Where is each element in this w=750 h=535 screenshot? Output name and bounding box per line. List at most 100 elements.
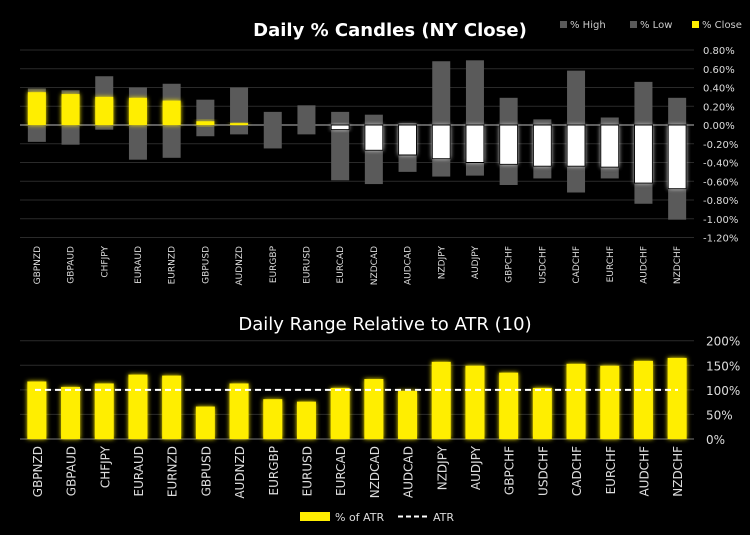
x-tick-label: GBPCHF [505, 246, 515, 283]
y-tick-label: -0.60% [703, 177, 738, 188]
y-tick-label: -0.20% [703, 140, 738, 151]
x-tick-label: EURNZD [168, 246, 178, 284]
range-bar [432, 61, 451, 177]
atr-bar [229, 383, 249, 439]
legend-swatch [560, 21, 567, 28]
y-tick-label: -1.20% [703, 234, 738, 245]
x-tick-label: AUDCHF [637, 446, 651, 497]
y-tick-label: -1.00% [703, 215, 738, 226]
x-tick-label: GBPAUD [65, 446, 79, 496]
legend-swatch [630, 21, 637, 28]
top-chart-title: Daily % Candles (NY Close) [253, 20, 527, 41]
atr-bar [296, 401, 316, 439]
atr-bar [465, 365, 485, 439]
x-tick-label: AUDNZD [233, 446, 247, 499]
x-tick-label: CADCHF [572, 246, 582, 284]
x-tick-label: NZDJPY [435, 445, 449, 490]
bottom-chart-title: Daily Range Relative to ATR (10) [238, 314, 531, 335]
atr-bar [633, 360, 653, 439]
atr-bar [398, 390, 418, 439]
x-tick-label: GBPUSD [201, 246, 211, 284]
y-tick-label: 50% [706, 408, 733, 422]
atr-bar [667, 357, 687, 439]
x-tick-label: USDCHF [536, 446, 550, 496]
close-bar [330, 124, 350, 131]
atr-bar [128, 374, 148, 439]
y-tick-label: 0.60% [703, 65, 735, 76]
close-bar [95, 96, 114, 125]
x-tick-label: NZDCHF [673, 246, 683, 284]
atr-bar [27, 381, 47, 439]
close-bar [633, 124, 653, 184]
close-bar [499, 124, 519, 165]
y-tick-label: 0.40% [703, 84, 735, 95]
atr-bar [94, 383, 114, 439]
y-tick-label: -0.40% [703, 159, 738, 170]
close-bar [431, 124, 451, 160]
y-tick-label: 0.20% [703, 102, 735, 113]
y-tick-label: 0% [706, 433, 725, 447]
x-tick-label: EURCAD [336, 246, 346, 284]
x-tick-label: AUDNZD [235, 246, 245, 286]
atr-bar [532, 387, 552, 439]
top-chart: 0.80% 0.60% 0.40% 0.20% 0.00% -0.20% -0.40% -0.… [20, 46, 738, 286]
range-bar [331, 111, 350, 181]
legend-swatch [300, 512, 330, 521]
close-bar [196, 121, 215, 125]
close-bar [162, 100, 181, 125]
range-bar [297, 105, 316, 135]
atr-bar [263, 399, 283, 439]
close-bar [465, 124, 485, 163]
close-bar [128, 97, 147, 125]
close-bar [398, 124, 418, 156]
y-tick-label: 100% [706, 384, 740, 398]
x-tick-label: NZDJPY [437, 246, 447, 280]
close-bar [364, 124, 384, 151]
legend-label: % High [570, 20, 606, 31]
close-bar [532, 124, 552, 167]
x-tick-label: EURCHF [604, 446, 618, 495]
x-tick-label: EURGBP [269, 245, 279, 283]
x-tick-label: AUDJPY [471, 246, 481, 280]
atr-bar [431, 361, 451, 439]
x-tick-label: NZDCAD [370, 246, 380, 285]
x-tick-label: CHFJPY [100, 246, 110, 278]
x-tick-label: EURCHF [606, 246, 616, 282]
bottom-legend: % of ATR ATR [300, 511, 454, 524]
x-tick-label: USDCHF [538, 246, 548, 283]
close-bar [61, 94, 80, 125]
x-tick-label: GBPUSD [199, 446, 213, 496]
x-tick-label: EURUSD [300, 446, 314, 496]
range-bar [230, 87, 249, 135]
legend-swatch [692, 21, 699, 28]
legend-label: % Low [640, 20, 672, 31]
x-tick-label: EURGBP [267, 446, 281, 495]
atr-bar [162, 375, 182, 439]
x-tick-label: EURCAD [334, 446, 348, 496]
x-tick-label: CADCHF [570, 446, 584, 496]
legend-label: ATR [433, 511, 454, 524]
x-tick-label: EURNZD [166, 446, 180, 497]
x-tick-label: AUDCAD [404, 246, 414, 285]
range-bar [196, 99, 215, 137]
atr-bar [61, 386, 81, 439]
atr-bar [566, 363, 586, 439]
x-tick-label: EURAUD [132, 446, 146, 496]
close-bar [566, 124, 586, 167]
x-tick-label: EURUSD [302, 246, 312, 284]
x-tick-label: AUDCHF [639, 246, 649, 284]
x-tick-label: GBPNZD [31, 446, 45, 497]
atr-bar [499, 372, 519, 439]
y-tick-label: -0.80% [703, 196, 738, 207]
x-tick-label: NZDCHF [671, 446, 685, 497]
atr-bar [600, 365, 620, 439]
x-tick-label: EURAUD [134, 246, 144, 284]
top-legend: % High % Low % Close [560, 20, 742, 31]
close-bar [600, 124, 620, 168]
close-bar [27, 92, 46, 125]
atr-bar [364, 379, 384, 439]
bottom-chart: 200% 150% 100% 50% 0% GBPNZD GBPAUD CHFJPY EURAU… [20, 335, 740, 499]
close-bar [230, 123, 249, 125]
x-tick-label: NZDCAD [368, 446, 382, 498]
y-tick-label: 0.80% [703, 46, 735, 57]
